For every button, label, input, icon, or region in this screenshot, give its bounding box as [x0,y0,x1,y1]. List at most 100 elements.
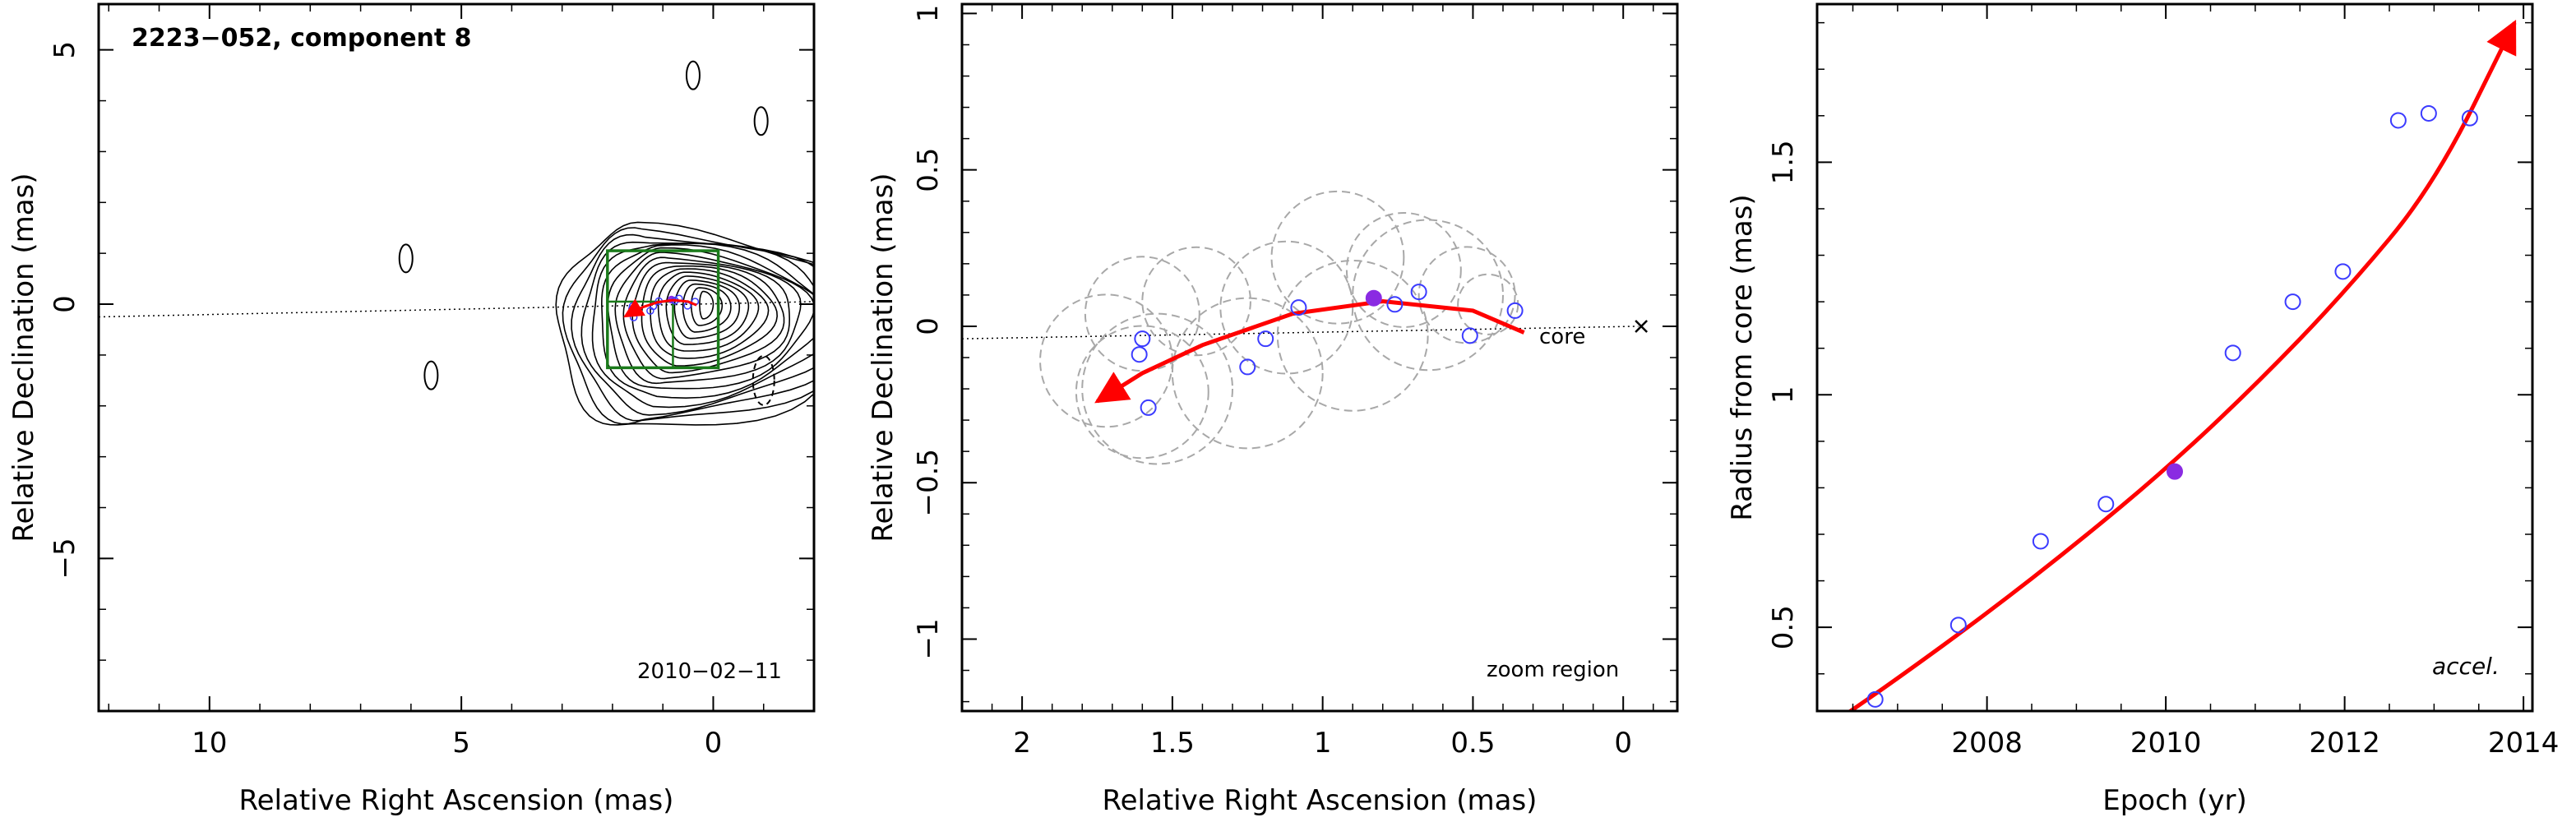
left-contour-line [682,283,732,333]
right-open-point [2224,344,2241,362]
middle-component-size-circle [1270,190,1405,325]
right-annotation: accel. [2432,653,2500,680]
right-open-point [2461,109,2478,127]
middle-component-size-circle [1276,259,1429,412]
left-contour-line [665,275,750,345]
right-x-axis-title: Epoch (yr) [2102,784,2247,817]
middle-open-point [1239,358,1256,376]
left-isolated-contour [423,360,439,390]
left-plot-frame [97,2,816,713]
middle-component-size-circle [1219,240,1354,375]
middle-plot-content [962,190,1649,465]
right-x-tick-label: 2014 [2488,727,2560,760]
middle-open-point [1131,346,1148,363]
right-y-axis-title: Radius from core (mas) [1726,194,1759,520]
middle-x-tick-label: 2 [1013,727,1031,760]
middle-x-tick-label: 0.5 [1450,727,1495,760]
middle-y-tick-label: 1 [912,5,945,23]
left-ticks: 10 5 0 5 0 −5 [49,4,815,760]
middle-component-size-circle [1352,219,1504,372]
middle-open-point [1140,399,1157,416]
left-component-point [629,313,638,321]
right-open-point [2032,533,2049,550]
right-open-point [2284,293,2301,311]
left-negative-contour [752,354,775,406]
right-x-tick-label: 2012 [2309,727,2380,760]
right-fit-curve [1847,20,2517,711]
middle-component-size-circle [1171,297,1324,450]
left-contour-line [580,241,814,416]
left-reference-line [99,301,814,318]
right-open-point [2389,112,2407,129]
left-contour-line [691,287,724,326]
middle-y-tick-label: −1 [912,618,945,659]
left-contour-line [641,265,779,367]
middle-x-tick-label: 1.5 [1150,727,1195,760]
middle-y-tick-label: −0.5 [912,449,945,517]
middle-ticks: 2 1.5 1 0.5 0 1 0.5 0 −0.5 −1 [912,4,1677,760]
left-x-tick-label: 5 [452,727,470,760]
left-y-tick-label: 5 [49,41,81,59]
middle-component-size-circle [1084,256,1200,372]
middle-component-size-circle [1081,312,1233,465]
left-x-axis-title: Relative Right Ascension (mas) [239,784,674,817]
left-contour-line [555,221,814,426]
middle-x-axis-title: Relative Right Ascension (mas) [1103,784,1538,817]
left-isolated-contour [685,60,701,90]
left-contour-line [650,268,770,359]
left-date-label: 2010−02−11 [637,659,782,684]
left-y-tick-label: 0 [49,295,81,313]
left-plot-content [99,60,814,426]
left-contour-line [657,271,760,352]
right-open-point [1866,690,1884,708]
left-contour-line [699,290,715,320]
right-open-point [1949,616,1967,634]
left-y-tick-label: −5 [49,538,81,579]
middle-filled-point [1365,289,1382,307]
middle-annotation: zoom region [1487,658,1619,682]
left-isolated-contour [398,243,414,274]
middle-component-size-circle [1345,211,1462,328]
left-contour-line [614,252,802,385]
left-contour-line [562,227,814,425]
middle-component-size-circle [1141,246,1251,357]
left-x-tick-label: 10 [192,727,227,760]
middle-open-point [1134,330,1151,348]
left-contour-line [607,247,814,390]
middle-x-tick-label: 1 [1314,727,1332,760]
middle-open-point [1410,284,1427,301]
left-title: 2223−052, component 8 [132,24,472,53]
middle-x-tick-label: 0 [1614,727,1632,760]
right-open-point [2334,263,2352,280]
left-contour-line [673,279,741,339]
middle-reference-line [962,326,1639,339]
right-plot-content [1847,20,2517,711]
left-y-axis-title: Relative Declination (mas) [7,173,40,542]
right-plot-frame [1815,2,2534,713]
left-trajectory-arrow [623,298,697,318]
middle-open-point [1506,302,1524,319]
left-x-tick-label: 0 [705,727,723,760]
left-contour-line [600,244,814,399]
right-open-point [2097,496,2115,513]
middle-y-tick-label: 0 [912,317,945,335]
right-y-tick-label: 1 [1767,386,1800,404]
middle-component-size-circle [1417,246,1516,344]
middle-plot-frame [960,2,1679,713]
zoom-panel: 2 1.5 1 0.5 0 1 0.5 0 −0.5 −1 core zoom region Re… [867,2,1679,817]
middle-open-point [1461,327,1478,344]
middle-y-axis-title: Relative Declination (mas) [867,173,900,542]
core-marker [1635,320,1649,333]
left-contour-line [571,233,814,422]
right-x-tick-label: 2010 [2130,727,2202,760]
middle-open-point [1386,296,1404,313]
left-isolated-contour [753,106,769,136]
right-x-tick-label: 2008 [1951,727,2023,760]
middle-open-point [1290,299,1307,316]
right-filled-point [2167,463,2183,480]
contour-panel: 10 5 0 5 0 −5 2223−052, component 8 2010−02−1… [7,2,816,817]
core-label: core [1539,325,1585,349]
left-contour-line [591,242,814,409]
right-y-tick-label: 1.5 [1767,140,1800,184]
left-contour-line [631,261,785,374]
